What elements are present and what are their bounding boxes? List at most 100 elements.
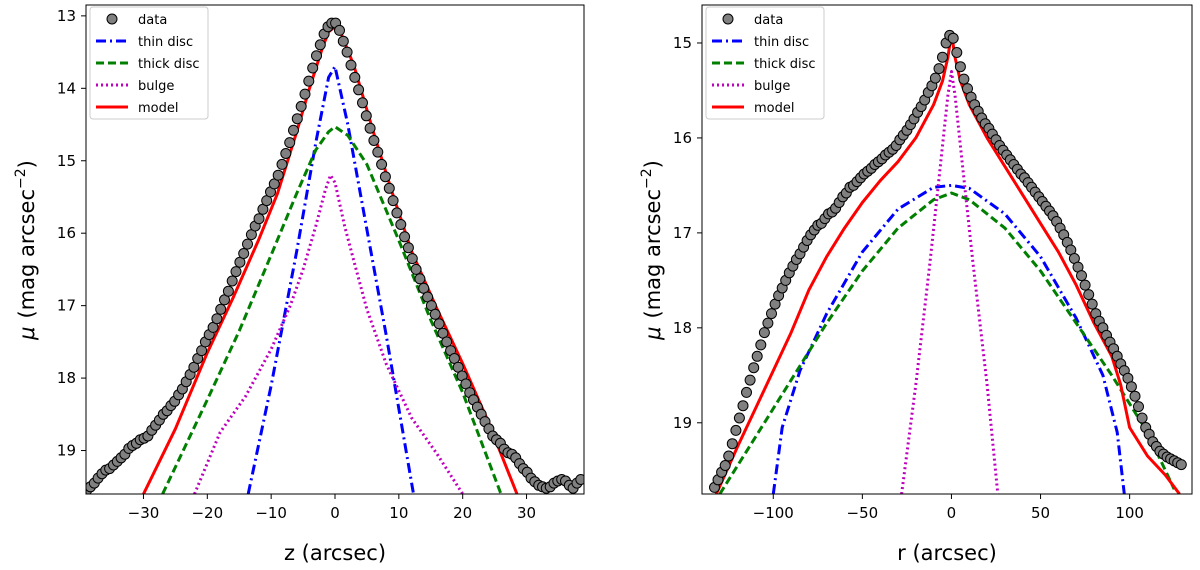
right-legend-label: data [754, 13, 783, 28]
left-data-point [307, 62, 319, 74]
left-legend-item-thick-disc: thick disc [96, 57, 200, 72]
left-data-point [379, 171, 391, 183]
right-data-point [733, 412, 745, 424]
left-legend-label: thick disc [138, 57, 200, 72]
right-data-point [958, 73, 970, 85]
left-data-point [222, 285, 234, 297]
left-data-point [357, 97, 368, 109]
right-data-point [929, 72, 941, 84]
right-data-point [954, 61, 966, 73]
left-data-point [303, 75, 315, 87]
left-x-tick-label: −30 [128, 504, 160, 522]
left-data-point [284, 137, 296, 149]
right-series-thick-disc-line [718, 191, 1176, 494]
left-data-point [299, 88, 311, 100]
right-data-point [933, 63, 945, 75]
right-x-tick-label: 0 [947, 504, 957, 522]
left-x-tick-label: 30 [517, 504, 536, 522]
right-y-axis-label: μ(mag arcsec−2) [639, 160, 665, 341]
right-x-tick-label: 50 [1031, 504, 1050, 522]
left-data-point [295, 100, 307, 112]
left-data-point [276, 158, 288, 170]
left-data-point [360, 110, 372, 122]
right-legend-marker [722, 13, 734, 25]
left-data-point [406, 253, 418, 265]
left-data-point [372, 146, 384, 158]
right-data-point [1083, 289, 1095, 301]
left-x-tick-label: −10 [255, 504, 287, 522]
left-data-point [272, 169, 284, 181]
left-data-point [337, 35, 349, 47]
left-data-point [402, 242, 414, 254]
left-legend-item-bulge: bulge [96, 79, 174, 94]
left-x-tick-label: 0 [330, 504, 340, 522]
left-y-axis-label: μ(mag arcsec−2) [13, 160, 39, 341]
left-series-bulge-line [193, 173, 464, 494]
left-axes: −30 −20 −10 0 10 20 30 13 14 15 16 17 18 19 [57, 7, 536, 522]
left-y-tick-label: 14 [57, 79, 76, 97]
left-legend-item-data: data [106, 13, 167, 28]
right-data-point [1079, 279, 1091, 291]
left-legend-label: bulge [138, 79, 174, 94]
left-legend: data thin disc thick disc bulge model [89, 6, 209, 120]
left-data-point [376, 158, 388, 170]
right-series-thin-disc-line [771, 183, 1126, 494]
right-data-point [1086, 298, 1098, 310]
left-series-data [86, 17, 584, 494]
left-y-tick-label: 19 [57, 442, 76, 460]
right-data-point [762, 317, 774, 329]
left-data-point [383, 182, 395, 194]
right-x-axis-label: r (arcsec) [897, 541, 997, 565]
right-x-tick-label: −50 [847, 504, 879, 522]
left-legend-marker [106, 13, 118, 25]
left-data-point [238, 248, 250, 259]
left-data-point [414, 273, 426, 285]
right-data-point [751, 350, 763, 362]
right-data-point [1175, 459, 1187, 471]
right-data-point [951, 47, 963, 58]
left-data-point [215, 303, 227, 315]
right-series-bulge-line [900, 70, 1000, 494]
left-x-tick-label: 20 [453, 504, 472, 522]
right-legend-label: thin disc [754, 35, 809, 50]
right-legend: data thin disc thick disc bulge model [705, 6, 825, 120]
right-data-point [744, 374, 756, 386]
left-panel: −30 −20 −10 0 10 20 30 13 14 15 16 17 18 19 data thin … [13, 4, 585, 565]
right-legend-item-thick-disc: thick disc [712, 57, 816, 72]
left-data-point [429, 308, 441, 320]
right-legend-label: bulge [754, 79, 790, 94]
left-data-point [288, 124, 299, 136]
right-legend-item-data: data [722, 13, 783, 28]
right-y-tick-label: 16 [673, 129, 692, 147]
right-data-point [737, 400, 749, 412]
right-data-point [1076, 270, 1087, 282]
left-data-point [391, 207, 403, 219]
left-y-tick-label: 18 [57, 369, 76, 387]
right-legend-item-bulge: bulge [712, 79, 790, 94]
left-legend-label: thin disc [138, 35, 193, 50]
left-data-point [387, 195, 399, 207]
left-legend-item-thin-disc: thin disc [96, 35, 193, 50]
left-data-point [364, 122, 376, 134]
right-data-point [1136, 412, 1148, 424]
right-plot-area [709, 29, 1187, 494]
right-x-tick-label: −100 [753, 504, 794, 522]
right-series-data [709, 29, 1187, 493]
right-data-point [755, 339, 767, 351]
left-series-thick-disc-line [161, 125, 503, 494]
right-plot-frame [701, 4, 1193, 495]
right-legend-label: model [754, 101, 794, 116]
left-data-point [226, 275, 238, 287]
right-data-point [723, 450, 735, 462]
left-y-tick-label: 16 [57, 224, 76, 242]
right-y-tick-label: 19 [673, 414, 692, 432]
right-data-point [937, 51, 948, 63]
left-y-tick-label: 13 [57, 7, 76, 25]
right-legend-box [705, 6, 825, 120]
right-panel: −100 −50 0 50 100 15 16 17 18 19 data thin disc thi… [639, 4, 1193, 565]
left-data-point [280, 148, 292, 159]
right-data-point [741, 386, 752, 398]
left-data-point [433, 318, 445, 330]
left-data-point [253, 213, 265, 225]
